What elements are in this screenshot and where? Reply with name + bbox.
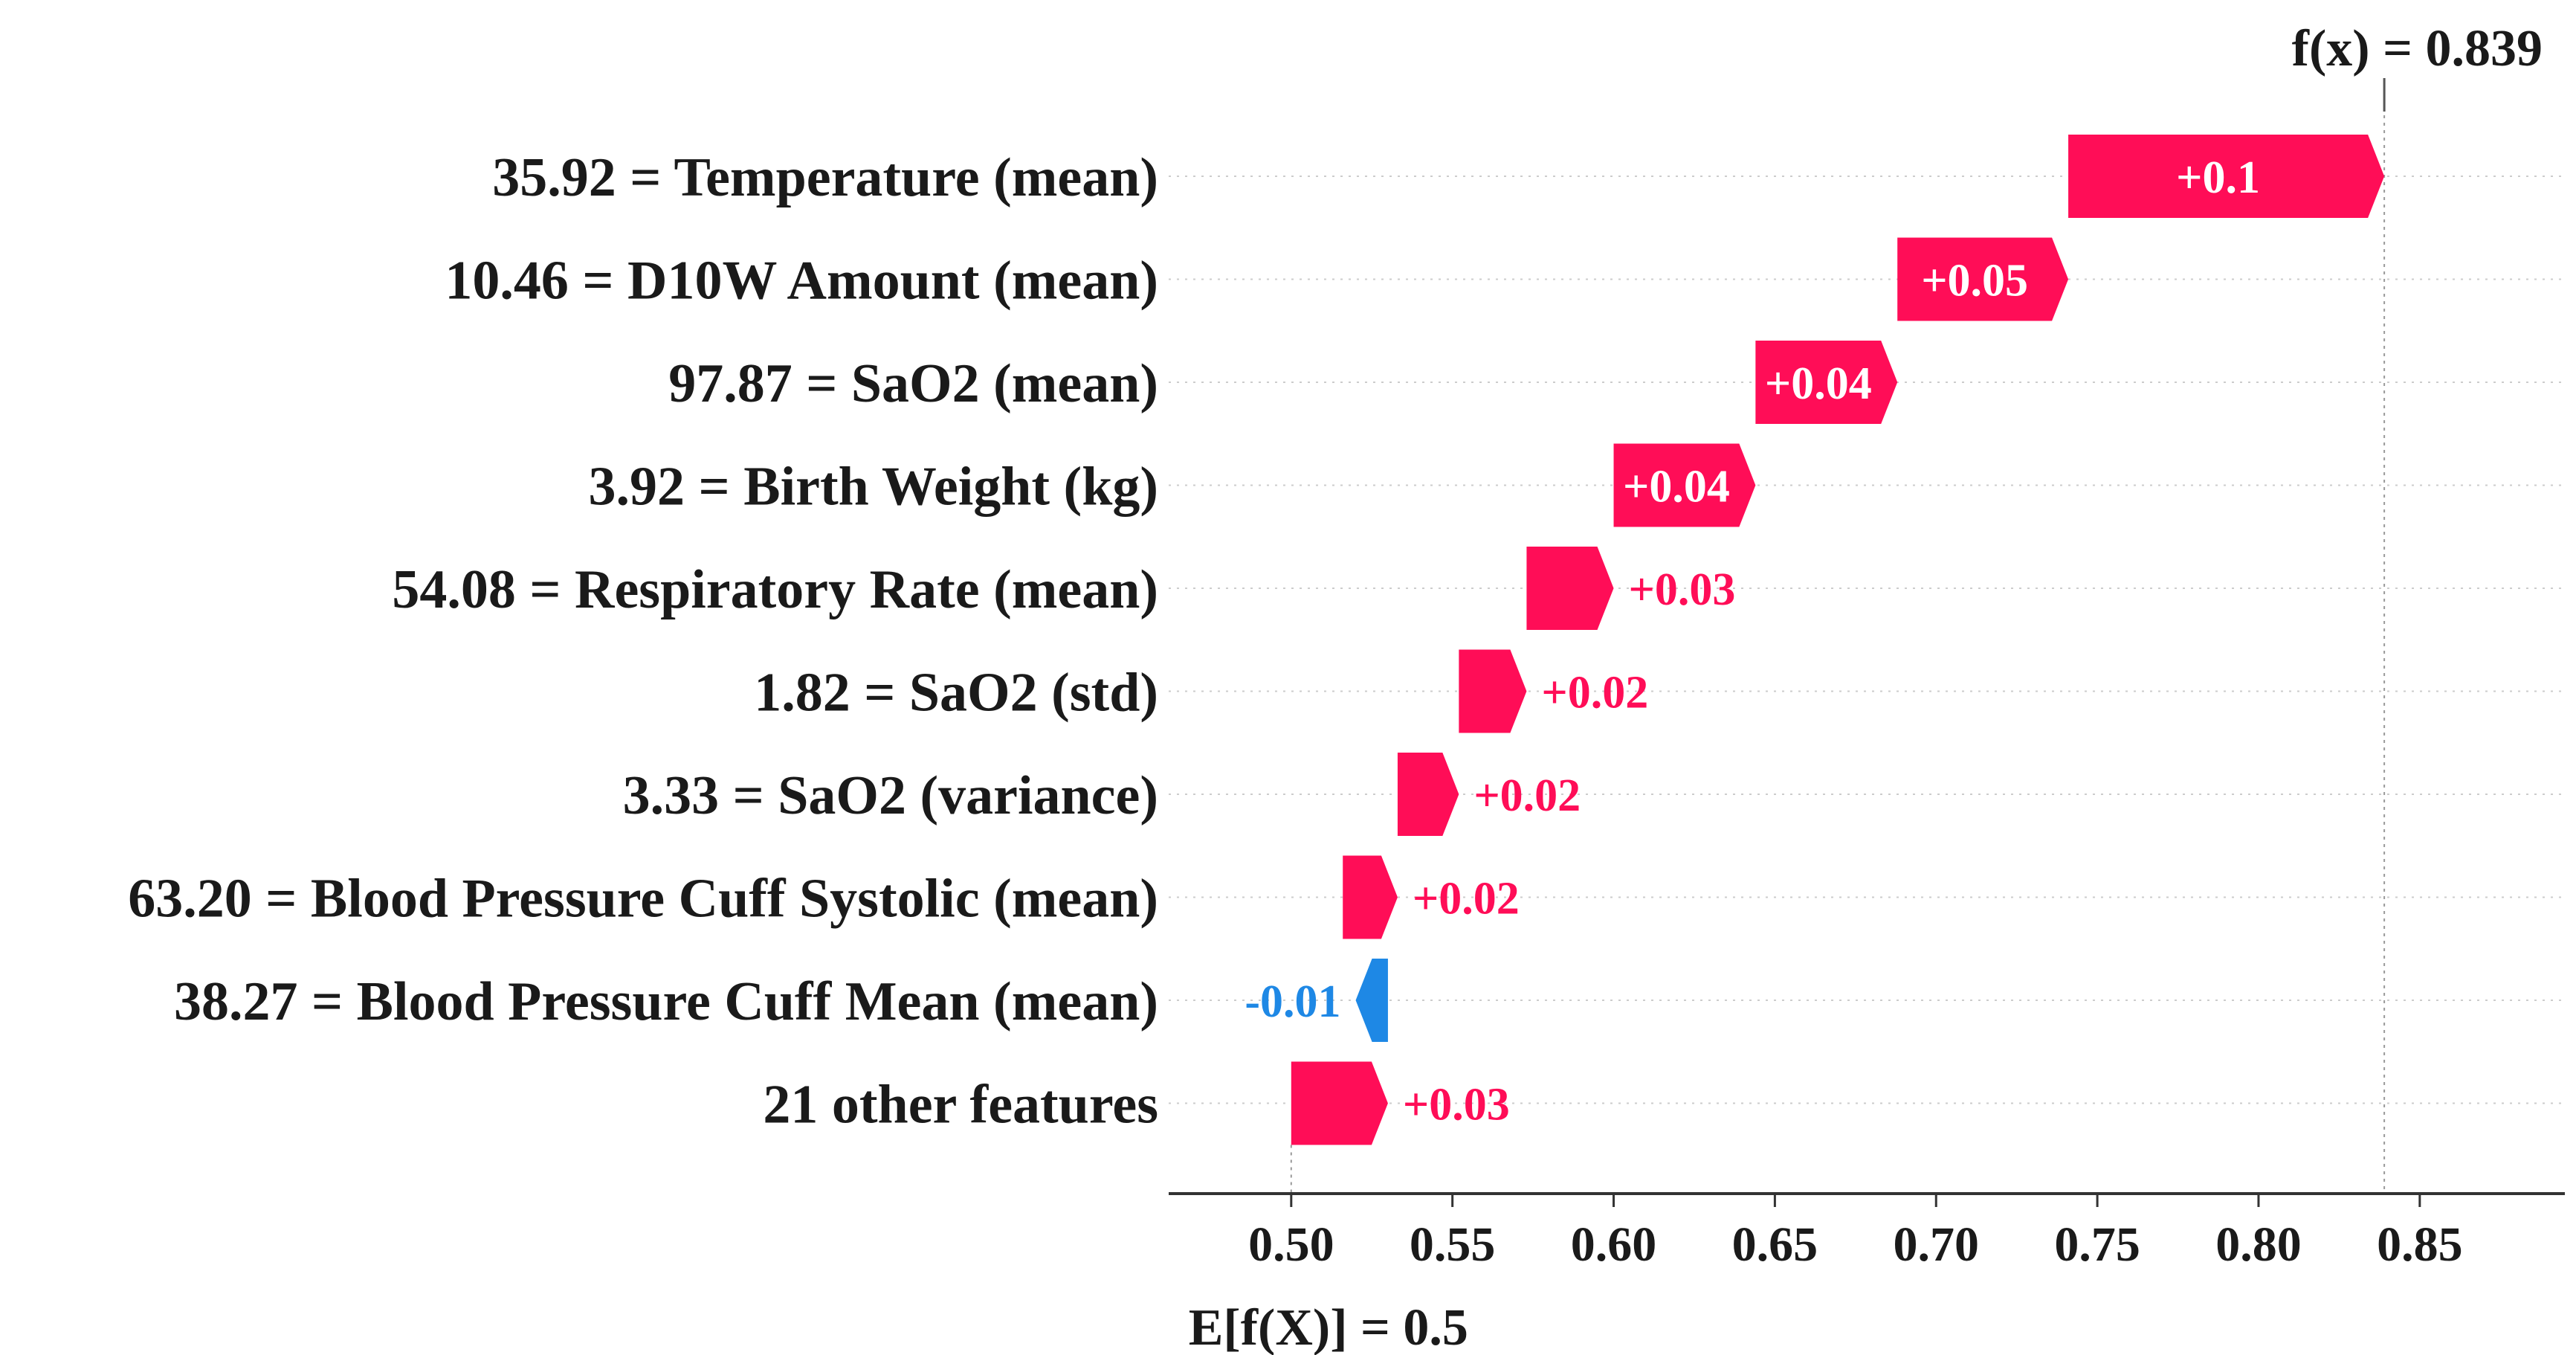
positive-contribution-bar: [1459, 649, 1527, 733]
feature-label: 63.20 = Blood Pressure Cuff Systolic (me…: [128, 869, 1158, 930]
x-tick-label: 0.70: [1893, 1217, 1979, 1272]
x-tick-label: 0.65: [1732, 1217, 1818, 1272]
positive-contribution-bar: [1397, 753, 1459, 836]
feature-label: 10.46 = D10W Amount (mean): [445, 251, 1158, 312]
feature-label: 3.33 = SaO2 (variance): [623, 765, 1158, 826]
positive-contribution-bar: [1755, 341, 1898, 424]
bar-value-label: +0.04: [1623, 462, 1730, 512]
bar-value-label: +0.04: [1765, 358, 1872, 409]
fx-label: f(x) = 0.839: [2292, 20, 2543, 77]
x-tick-label: 0.75: [2054, 1217, 2140, 1272]
feature-label: 54.08 = Respiratory Rate (mean): [392, 559, 1158, 620]
value-reference-lines: [1290, 78, 2386, 1194]
positive-contribution-bar: [1897, 237, 2069, 321]
positive-contribution-bar: [1613, 443, 1756, 527]
feature-labels: 35.92 = Temperature (mean) 10.46 = D10W A…: [128, 147, 1158, 1136]
x-tick-label: 0.60: [1571, 1217, 1657, 1272]
bar-value-label: +0.05: [1921, 256, 2028, 306]
expected-value-label: E[f(X)] = 0.5: [1189, 1299, 1468, 1355]
x-tick-label: 0.55: [1410, 1217, 1496, 1272]
bar-value-label: +0.02: [1413, 874, 1520, 924]
bar-value-label: +0.02: [1473, 770, 1581, 821]
positive-contribution-bar: [1526, 547, 1614, 630]
feature-label: 3.92 = Birth Weight (kg): [589, 457, 1158, 518]
x-axis: 0.50 0.55 0.60 0.65 0.70 0.75 0.80 0.85: [1169, 1192, 2565, 1272]
bar-value-label: +0.03: [1403, 1080, 1510, 1130]
feature-label: 21 other features: [763, 1075, 1158, 1136]
bar-value-label: -0.01: [1245, 976, 1340, 1027]
positive-contribution-bar: [1291, 1061, 1388, 1145]
x-tick-label: 0.50: [1248, 1217, 1334, 1272]
bars: +0.1 +0.05 +0.04 +0.04 +0.03 +0.02 +0.02 +0.02 -…: [1245, 135, 2385, 1145]
feature-label: 35.92 = Temperature (mean): [492, 147, 1158, 208]
feature-label: 1.82 = SaO2 (std): [754, 663, 1158, 724]
feature-label: 97.87 = SaO2 (mean): [668, 353, 1158, 414]
positive-contribution-bar: [1343, 855, 1398, 939]
bar-value-label: +0.02: [1541, 668, 1648, 718]
bar-value-label: +0.03: [1629, 564, 1736, 615]
x-tick-label: 0.80: [2215, 1217, 2302, 1272]
feature-label: 38.27 = Blood Pressure Cuff Mean (mean): [174, 971, 1158, 1032]
positive-contribution-bar: [2068, 135, 2385, 218]
negative-contribution-bar: [1355, 959, 1388, 1042]
x-tick-label: 0.85: [2377, 1217, 2463, 1272]
bar-value-label: +0.1: [2176, 152, 2260, 203]
